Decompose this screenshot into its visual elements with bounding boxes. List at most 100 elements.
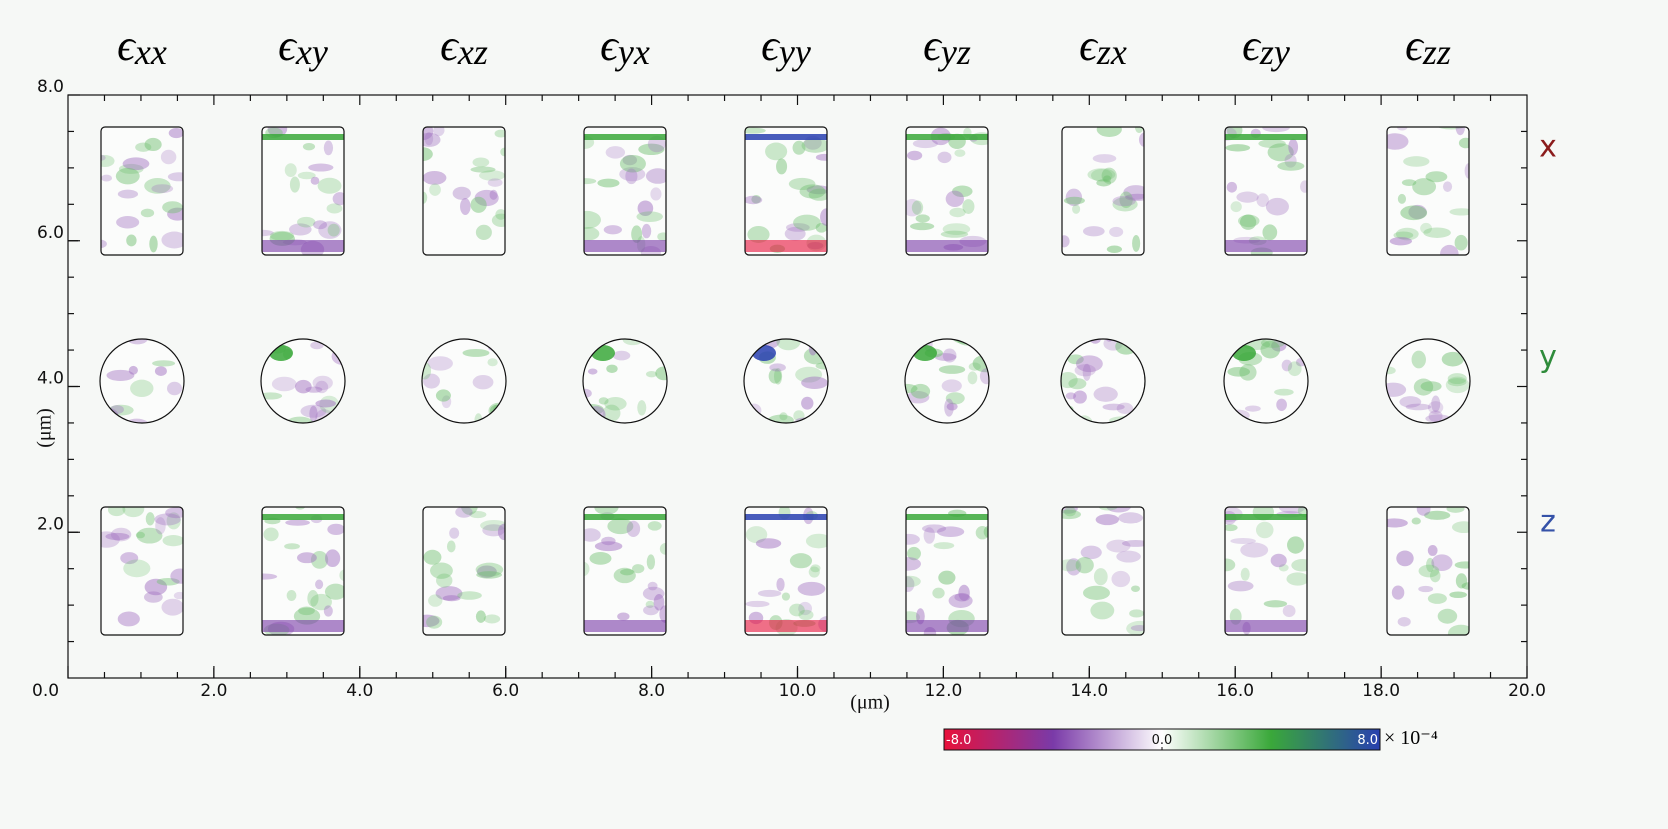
strain-blob — [285, 520, 310, 526]
strain-blob — [476, 225, 492, 240]
x-tick-label: 8.0 — [638, 681, 665, 701]
strain-blob — [272, 377, 297, 391]
row-label: z — [1540, 505, 1556, 540]
strain-blob — [167, 382, 182, 395]
strain-band — [745, 514, 827, 520]
strain-blob — [309, 406, 317, 422]
strain-blob — [1455, 235, 1468, 251]
strain-map — [745, 505, 836, 636]
strain-blob — [789, 604, 805, 617]
strain-blob — [447, 540, 456, 552]
strain-band — [584, 514, 666, 520]
strain-map — [577, 500, 672, 635]
subscript: xx — [134, 32, 167, 72]
strain-blob — [1129, 609, 1144, 617]
strain-blob — [1258, 139, 1286, 148]
strain-blob — [650, 187, 661, 200]
subscript: yx — [615, 32, 650, 72]
strain-blob — [297, 217, 315, 228]
strain-blob — [1403, 156, 1429, 167]
strain-blob — [793, 215, 821, 231]
x-tick-label: 20.0 — [1508, 681, 1546, 701]
strain-blob — [118, 612, 140, 627]
strain-blob — [290, 177, 300, 193]
strain-blob — [1116, 551, 1140, 563]
x-tick-label: 0.0 — [32, 681, 59, 701]
strain-blob — [643, 605, 659, 615]
strain-band — [745, 240, 827, 252]
strain-blob — [1102, 168, 1117, 184]
x-tick-label: 14.0 — [1070, 681, 1108, 701]
strain-band — [262, 620, 344, 632]
strain-blob — [327, 203, 343, 213]
strain-blob — [1412, 351, 1426, 369]
subscript: yz — [938, 32, 971, 72]
strain-blob — [1241, 568, 1250, 581]
strain-blob — [1240, 543, 1268, 558]
strain-blob — [1286, 572, 1309, 585]
strain-blob — [1428, 545, 1438, 556]
strain-blob — [1428, 593, 1447, 604]
strain-blob — [801, 377, 828, 389]
strain-blob — [789, 178, 816, 190]
colorbar-multiplier: × 10⁻⁴ — [1384, 727, 1438, 749]
strain-blob — [1094, 568, 1108, 585]
strain-blob — [141, 209, 154, 218]
strain-blob — [599, 397, 609, 404]
strain-blob — [1423, 227, 1451, 238]
strain-blob — [129, 366, 138, 375]
strain-blob — [155, 366, 167, 376]
strain-blob — [798, 582, 826, 596]
strain-map — [895, 507, 994, 640]
strain-blob — [1429, 410, 1443, 422]
strain-blob — [910, 223, 934, 231]
strain-blob — [308, 164, 333, 172]
strain-blob — [944, 399, 954, 417]
y-axis-label: (μm) — [34, 408, 56, 448]
strain-blob — [263, 527, 278, 541]
strain-blob — [1430, 569, 1441, 582]
strain-band — [745, 620, 827, 632]
strain-blob — [938, 152, 952, 163]
strain-blob — [758, 590, 781, 597]
strain-blob — [801, 397, 813, 410]
strain-blob — [1111, 571, 1130, 587]
subscript: zz — [1422, 32, 1451, 72]
strain-blob — [620, 569, 634, 575]
strain-blob — [1412, 178, 1436, 195]
colorbar-tick-label: 8.0 — [1357, 733, 1378, 748]
x-tick-label: 6.0 — [492, 681, 519, 701]
strain-blob — [1073, 390, 1087, 403]
strain-blob — [954, 149, 965, 157]
strain-blob — [295, 380, 312, 393]
strain-blob — [136, 532, 145, 539]
strain-blob — [318, 178, 342, 194]
strain-blob — [765, 143, 787, 161]
strain-blob — [913, 139, 938, 148]
strain-blob — [152, 360, 175, 366]
x-tick-label: 16.0 — [1216, 681, 1254, 701]
strain-blob — [116, 168, 140, 185]
strain-blob — [769, 363, 786, 371]
strain-blob — [1443, 181, 1452, 192]
strain-blob — [1287, 536, 1304, 553]
strain-blob — [455, 506, 472, 517]
strain-blob — [1431, 396, 1440, 413]
strain-blob — [303, 143, 315, 150]
strain-blob — [311, 177, 320, 185]
strain-blob — [1231, 201, 1242, 212]
strain-blob — [642, 224, 651, 238]
subscript: zx — [1096, 32, 1127, 72]
strain-blob — [313, 220, 327, 229]
strain-blob — [484, 614, 500, 623]
strain-band — [1225, 240, 1307, 252]
strain-blob — [1262, 224, 1277, 240]
strain-blob — [911, 384, 930, 399]
strain-band — [262, 240, 344, 252]
strain-blob — [324, 141, 333, 156]
strain-blob — [1421, 381, 1442, 391]
strain-blob — [958, 585, 969, 601]
strain-blob — [745, 601, 769, 607]
strain-blob — [325, 549, 340, 567]
strain-map — [903, 127, 994, 255]
